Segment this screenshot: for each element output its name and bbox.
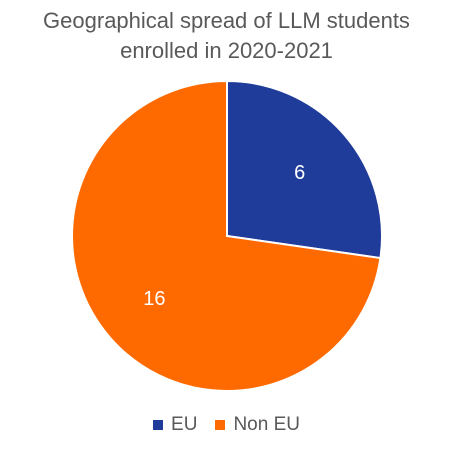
pie-slice-eu [226, 79, 383, 260]
legend-label-non-eu: Non EU [233, 414, 300, 435]
chart-title-line-2: enrolled in 2020-2021 [120, 38, 333, 63]
data-label-eu: 6 [294, 162, 305, 184]
pie-data-labels: 6 16 [143, 162, 305, 310]
legend-item-non-eu: Non EU [215, 414, 300, 436]
chart-legend: EU Non EU [0, 414, 453, 436]
legend-swatch-eu [153, 420, 164, 430]
data-label-non-eu: 16 [143, 288, 165, 310]
chart-title-line-1: Geographical spread of LLM students [43, 8, 410, 33]
legend-item-eu: EU [153, 414, 197, 436]
chart-title: Geographical spread of LLM students enro… [0, 6, 453, 66]
legend-swatch-non-eu [215, 420, 226, 430]
legend-label-eu: EU [171, 414, 198, 435]
pie-slice-non-eu [71, 79, 382, 392]
pie-slices [71, 79, 383, 392]
